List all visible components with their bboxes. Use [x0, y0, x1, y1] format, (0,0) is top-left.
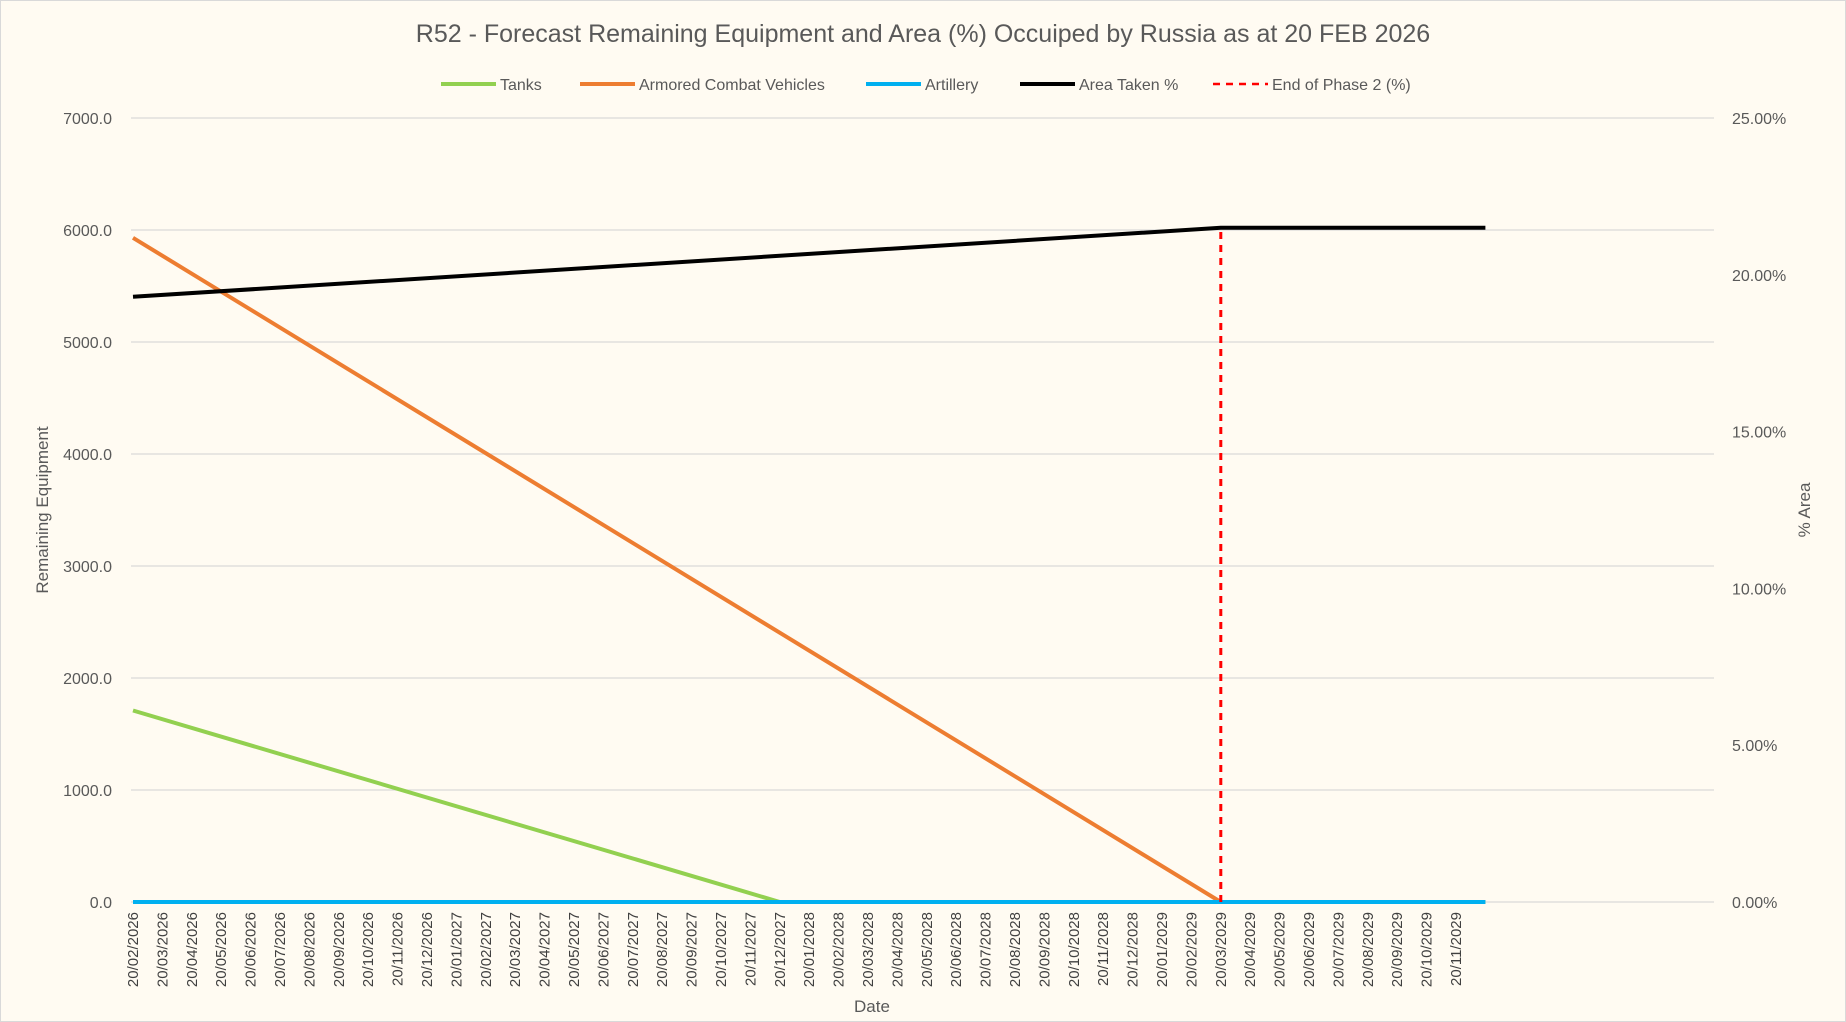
chart-title: R52 - Forecast Remaining Equipment and A…: [416, 20, 1430, 48]
x-tick-label: 20/04/2028: [889, 912, 906, 987]
x-tick-label: 20/05/2027: [566, 912, 583, 987]
x-tick-label: 20/07/2028: [978, 912, 995, 987]
y-tick-label: 6000.0: [63, 223, 112, 240]
x-tick-label: 20/06/2029: [1301, 912, 1318, 987]
y-tick-label: 2000.0: [63, 671, 112, 688]
x-tick-label: 20/06/2027: [595, 912, 612, 987]
x-tick-label: 20/08/2029: [1360, 912, 1377, 987]
y2-tick-label: 15.00%: [1732, 425, 1786, 442]
legend-label: Tanks: [500, 77, 542, 94]
x-tick-label: 20/12/2027: [772, 912, 789, 987]
x-tick-label: 20/10/2029: [1419, 912, 1436, 987]
series-group: [131, 225, 1486, 904]
x-axis-ticks: 20/02/2026 20/03/2026 20/04/2026 20/05/2026…: [125, 912, 1465, 987]
x-tick-label: 20/04/2029: [1242, 912, 1259, 987]
x-tick-label: 20/07/2026: [272, 912, 289, 987]
x-tick-label: 20/03/2029: [1213, 912, 1230, 987]
y2-tick-label: 0.00%: [1732, 895, 1777, 912]
legend-label: Armored Combat Vehicles: [639, 77, 825, 94]
y-tick-label: 5000.0: [63, 335, 112, 352]
x-tick-label: 20/07/2027: [625, 912, 642, 987]
y-axis-label: Remaining Equipment: [33, 426, 52, 594]
y-tick-label: 1000.0: [63, 783, 112, 800]
x-tick-label: 20/01/2027: [448, 912, 465, 987]
x-tick-label: 20/12/2028: [1125, 912, 1142, 987]
y2-tick-label: 25.00%: [1732, 111, 1786, 128]
y-axis-right-ticks: 0.00% 5.00% 10.00% 15.00% 20.00% 25.00%: [1732, 111, 1786, 912]
x-tick-label: 20/05/2028: [919, 912, 936, 987]
x-tick-label: 20/10/2028: [1066, 912, 1083, 987]
x-tick-label: 20/03/2026: [154, 912, 171, 987]
x-tick-label: 20/08/2028: [1007, 912, 1024, 987]
x-tick-label: 20/01/2028: [801, 912, 818, 987]
x-tick-label: 20/01/2029: [1154, 912, 1171, 987]
x-tick-label: 20/09/2026: [331, 912, 348, 987]
x-tick-label: 20/03/2027: [507, 912, 524, 987]
x-tick-label: 20/02/2028: [831, 912, 848, 987]
y2-axis-label: % Area: [1795, 482, 1814, 537]
x-axis-label: Date: [854, 997, 890, 1016]
x-tick-label: 20/11/2026: [390, 912, 407, 986]
x-tick-label: 20/10/2027: [713, 912, 730, 987]
x-tick-label: 20/08/2027: [654, 912, 671, 987]
x-tick-label: 20/09/2029: [1389, 912, 1406, 987]
y-axis-left-ticks: 0.0 1000.0 2000.0 3000.0 4000.0 5000.0 6000.0 7…: [63, 111, 112, 912]
x-tick-label: 20/09/2027: [684, 912, 701, 987]
x-tick-label: 20/06/2026: [243, 912, 260, 987]
series-area-taken: [132, 225, 1486, 299]
x-tick-label: 20/04/2027: [537, 912, 554, 987]
x-tick-label: 20/02/2029: [1183, 912, 1200, 987]
x-tick-label: 20/07/2029: [1330, 912, 1347, 987]
y-tick-label: 0.0: [90, 895, 112, 912]
x-tick-label: 20/03/2028: [860, 912, 877, 987]
y-tick-label: 7000.0: [63, 111, 112, 128]
y2-tick-label: 5.00%: [1732, 738, 1777, 755]
x-tick-label: 20/05/2026: [213, 912, 230, 987]
x-tick-label: 20/08/2026: [301, 912, 318, 987]
x-tick-label: 20/11/2029: [1448, 912, 1465, 986]
x-tick-label: 20/11/2027: [742, 912, 759, 986]
x-tick-label: 20/05/2029: [1272, 912, 1289, 987]
y-tick-label: 4000.0: [63, 447, 112, 464]
y-tick-label: 3000.0: [63, 559, 112, 576]
x-tick-label: 20/09/2028: [1036, 912, 1053, 987]
x-tick-label: 20/12/2026: [419, 912, 436, 987]
legend-label: Area Taken %: [1079, 77, 1178, 94]
legend-label: End of Phase 2 (%): [1272, 77, 1411, 94]
x-tick-label: 20/02/2026: [125, 912, 142, 987]
x-tick-label: 20/02/2027: [478, 912, 495, 987]
x-tick-label: 20/10/2026: [360, 912, 377, 987]
legend: Tanks Armored Combat Vehicles Artillery Are…: [441, 77, 1411, 94]
x-tick-label: 20/04/2026: [184, 912, 201, 987]
x-tick-label: 20/11/2028: [1095, 912, 1112, 986]
legend-label: Artillery: [925, 77, 978, 94]
x-tick-label: 20/06/2028: [948, 912, 965, 987]
y2-tick-label: 10.00%: [1732, 581, 1786, 598]
y2-tick-label: 20.00%: [1732, 268, 1786, 285]
